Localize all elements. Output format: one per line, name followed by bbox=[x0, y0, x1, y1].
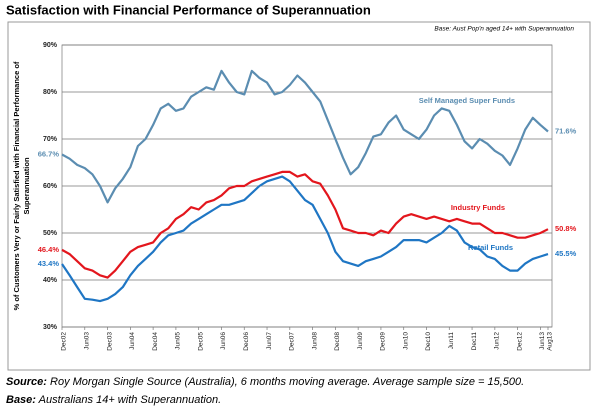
x-tick-label: Dec12 bbox=[516, 332, 523, 351]
base-text: Australians 14+ with Superannuation. bbox=[38, 394, 222, 406]
y-axis-label: % of Customers Very or Fairly Satisfied … bbox=[12, 61, 31, 310]
x-tick-label: Jun12 bbox=[494, 332, 501, 350]
x-tick-label: Jun04 bbox=[129, 332, 136, 350]
chart-title: Satisfaction with Financial Performance … bbox=[6, 2, 371, 17]
chart: Satisfaction with Financial Performance … bbox=[6, 2, 591, 371]
x-tick-label: Jun06 bbox=[220, 332, 227, 350]
x-tick-label: Aug13 bbox=[547, 332, 554, 351]
series-line bbox=[61, 175, 549, 303]
x-tick-label: Dec04 bbox=[152, 332, 159, 351]
x-tick-label: Jun13 bbox=[539, 332, 546, 350]
x-tick-label: Jun11 bbox=[448, 332, 455, 350]
value-label: 66.7% bbox=[38, 149, 60, 158]
y-tick-label: 30% bbox=[43, 324, 58, 331]
value-label: 43.4% bbox=[38, 259, 60, 268]
x-tick-label: Dec02 bbox=[61, 332, 68, 351]
x-tick-label: Dec07 bbox=[289, 332, 296, 351]
base-note: Base: Australians 14+ with Superannuatio… bbox=[6, 394, 221, 406]
series-line bbox=[61, 69, 549, 204]
series-label: Industry Funds bbox=[451, 203, 505, 212]
value-label: 71.6% bbox=[555, 126, 577, 135]
x-tick-label: Dec05 bbox=[197, 332, 204, 351]
y-axis-label-line: Superannuation bbox=[22, 157, 31, 215]
value-label: 46.4% bbox=[38, 245, 60, 254]
y-tick-label: 50% bbox=[43, 230, 58, 237]
y-tick-label: 40% bbox=[43, 277, 58, 284]
subtitle: Base: Aust Pop'n aged 14+ with Superannu… bbox=[434, 26, 574, 33]
y-tick-label: 60% bbox=[43, 183, 58, 190]
value-label: 45.5% bbox=[555, 249, 577, 258]
x-tick-label: Jun08 bbox=[311, 332, 318, 350]
x-tick-label: Jun05 bbox=[175, 332, 182, 350]
source-text: Roy Morgan Single Source (Australia), 6 … bbox=[50, 376, 525, 388]
x-tick-label: Dec09 bbox=[380, 332, 387, 351]
x-tick-label: Dec03 bbox=[106, 332, 113, 351]
source-note: Source: Roy Morgan Single Source (Austra… bbox=[6, 376, 524, 388]
x-tick-label: Dec11 bbox=[471, 332, 478, 351]
x-tick-label: Jun09 bbox=[357, 332, 364, 350]
series-label: Retail Funds bbox=[468, 243, 513, 252]
value-label: 50.8% bbox=[555, 224, 577, 233]
x-tick-label: Jun10 bbox=[402, 332, 409, 350]
y-tick-label: 70% bbox=[43, 136, 58, 143]
series-label: Self Managed Super Funds bbox=[419, 96, 515, 105]
x-tick-label: Dec08 bbox=[334, 332, 341, 351]
y-axis-label-line: % of Customers Very or Fairly Satisfied … bbox=[12, 61, 21, 310]
series-line bbox=[61, 170, 549, 279]
x-tick-label: Jun03 bbox=[84, 332, 91, 350]
x-tick-label: Jun07 bbox=[266, 332, 273, 350]
y-tick-label: 80% bbox=[43, 89, 58, 96]
x-tick-label: Dec06 bbox=[243, 332, 250, 351]
base-label: Base: bbox=[6, 394, 36, 406]
y-tick-label: 90% bbox=[43, 42, 58, 49]
x-tick-label: Dec10 bbox=[425, 332, 432, 351]
source-label: Source: bbox=[6, 376, 47, 388]
